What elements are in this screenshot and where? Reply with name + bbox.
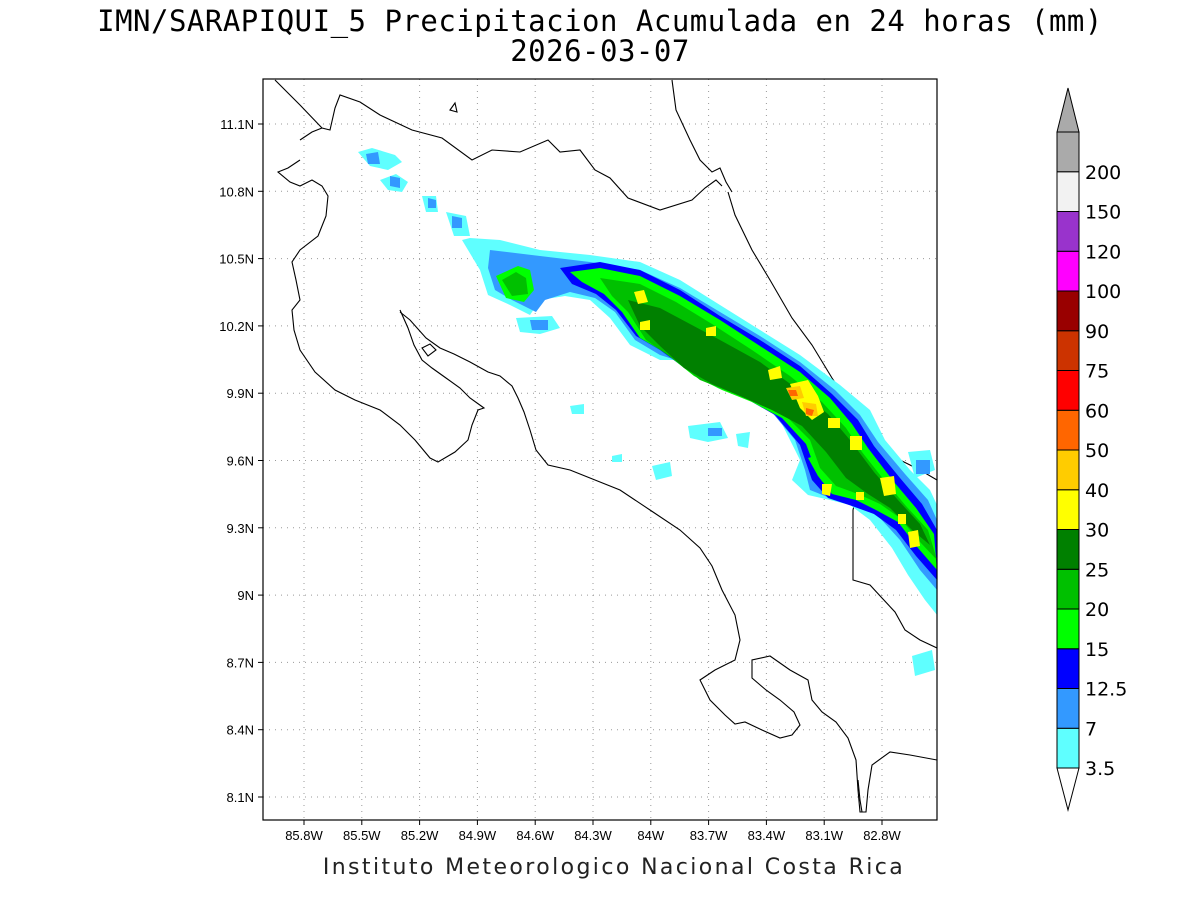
colorbar-swatch [1056, 727, 1080, 769]
precipitation-field [358, 148, 937, 676]
lat-tick-label: 11.1N [220, 117, 254, 132]
colorbar-level-label: 50 [1085, 440, 1109, 462]
colorbar-level-label: 100 [1085, 281, 1121, 303]
lat-tick-label: 10.5N [219, 252, 254, 267]
nicaragua-border [274, 79, 723, 211]
colorbar-swatch [1056, 688, 1080, 729]
colorbar-swatch [1056, 131, 1080, 173]
lat-tick-label: 10.2N [219, 319, 254, 334]
colorbar-level-label: 60 [1085, 400, 1109, 422]
lat-tick-label: 10.8N [219, 184, 254, 199]
colorbar-level-label: 7 [1085, 718, 1097, 740]
lat-tick-label: 8.1N [227, 790, 254, 805]
rain-25 [628, 300, 930, 545]
colorbar-bottom-arrow [1056, 767, 1080, 812]
latitude-ticks: 11.1N 10.8N 10.5N 10.2N 9.9N 9.6N 9.3N 9N 8.7N 8.… [219, 117, 263, 805]
colorbar-level-label: 25 [1085, 559, 1109, 581]
colorbar-swatch [1056, 171, 1080, 212]
colorbar-level-label: 15 [1085, 639, 1109, 661]
lon-tick-label: 84W [637, 828, 664, 843]
colorbar-swatch [1056, 568, 1080, 610]
colorbar-level-label: 150 [1085, 202, 1121, 224]
colorbar-swatch [1056, 290, 1080, 332]
colorbar: 3.5 7 12.5 15 20 25 30 40 50 60 75 90 100 120 150 200 [1056, 87, 1127, 812]
caribbean-coast-north [671, 79, 733, 193]
lon-tick-label: 83.1W [805, 828, 843, 843]
lat-tick-label: 9N [237, 588, 254, 603]
lon-tick-label: 83.7W [690, 828, 728, 843]
lon-tick-label: 85.2W [401, 828, 439, 843]
lat-tick-label: 9.9N [227, 386, 254, 401]
colorbar-swatch [1056, 648, 1080, 689]
colorbar-swatch [1056, 449, 1080, 491]
pacific-coast-guanacaste [276, 127, 486, 463]
colorbar-swatch [1056, 489, 1080, 530]
chira-island [421, 343, 437, 357]
lat-tick-label: 9.6N [227, 454, 254, 469]
lon-tick-label: 85.8W [285, 828, 323, 843]
lon-tick-label: 84.9W [459, 828, 497, 843]
map-frame [262, 78, 938, 821]
footer-credit: Instituto Meteorologico Nacional Costa R… [322, 855, 906, 880]
colorbar-swatch [1056, 250, 1080, 292]
colorbar-level-label: 12.5 [1085, 679, 1127, 701]
lon-tick-label: 83.4W [748, 828, 786, 843]
colorbar-level-label: 3.5 [1085, 758, 1115, 780]
colorbar-level-label: 40 [1085, 480, 1109, 502]
lon-tick-label: 85.5W [343, 828, 381, 843]
colorbar-level-label: 90 [1085, 321, 1109, 343]
rain-50 [788, 390, 814, 416]
colorbar-level-label: 75 [1085, 361, 1109, 383]
colorbar-level-label: 20 [1085, 599, 1109, 621]
lon-tick-label: 84.6W [516, 828, 554, 843]
colorbar-level-label: 200 [1085, 162, 1121, 184]
colorbar-swatch [1056, 211, 1080, 252]
colorbar-swatch [1056, 529, 1080, 570]
colorbar-level-label: 120 [1085, 241, 1121, 263]
colorbar-swatch [1056, 409, 1080, 451]
colorbar-level-label: 30 [1085, 520, 1109, 542]
lat-tick-label: 8.7N [227, 655, 254, 670]
longitude-ticks: 85.8W 85.5W 85.2W 84.9W 84.6W 84.3W 84W 83.7W 83… [285, 820, 902, 843]
osa-peninsula [857, 779, 863, 813]
lat-tick-label: 8.4N [227, 723, 254, 738]
colorbar-top-arrow [1056, 87, 1080, 133]
lon-tick-label: 84.3W [574, 828, 612, 843]
map-title: IMN/SARAPIQUI_5 Precipitacion Acumulada … [97, 4, 1103, 38]
pacific-coast-central [399, 311, 937, 813]
lon-tick-label: 82.8W [863, 828, 901, 843]
map-date: 2026-03-07 [510, 34, 690, 68]
colorbar-swatch [1056, 330, 1080, 371]
lake-island [449, 101, 458, 113]
colorbar-swatch [1056, 370, 1080, 411]
colorbar-swatch [1056, 608, 1080, 650]
lat-tick-label: 9.3N [227, 521, 254, 536]
